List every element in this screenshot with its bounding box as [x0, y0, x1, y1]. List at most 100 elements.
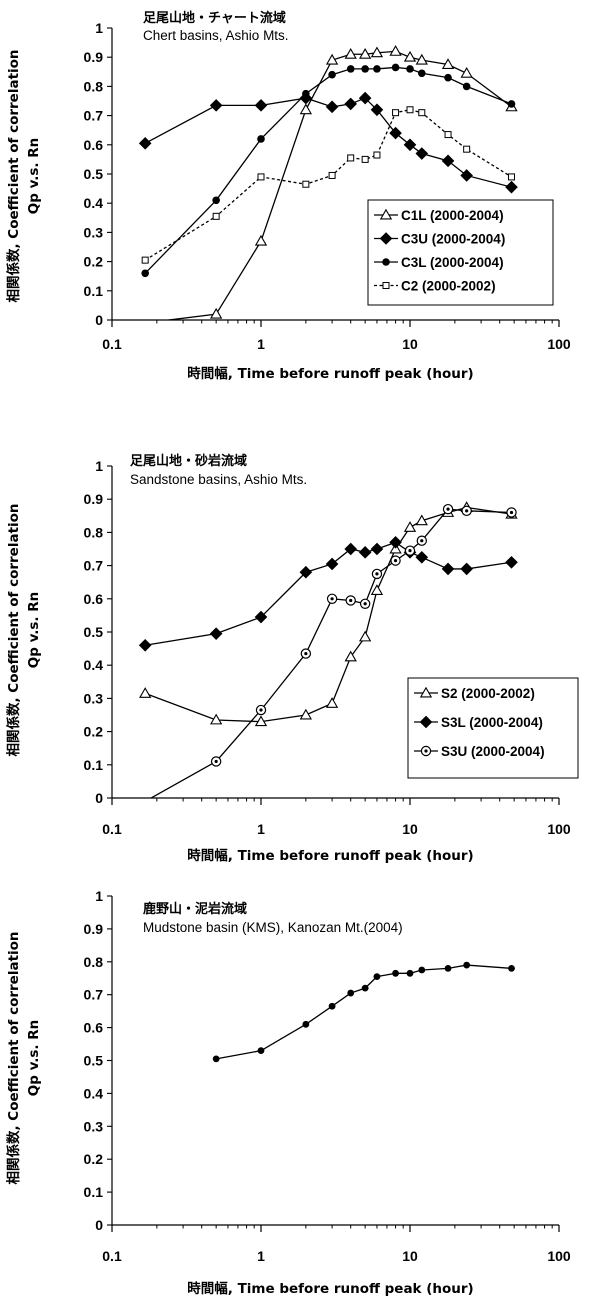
legend-label: S2 (2000-2002) — [441, 686, 535, 701]
y-tick-label: 0.3 — [84, 224, 104, 240]
data-point — [373, 65, 381, 73]
x-tick-label: 1 — [257, 821, 265, 837]
data-point — [254, 99, 268, 112]
series-line-4 — [144, 109, 512, 261]
data-point — [389, 536, 402, 549]
x-tick-label: 0.1 — [102, 1248, 122, 1264]
chart-title: 鹿野山・泥岩流域 — [143, 901, 247, 917]
legend-label: C2 (2000-2002) — [401, 279, 496, 294]
data-point — [299, 565, 313, 579]
data-point — [302, 89, 310, 98]
plot-area — [212, 961, 515, 1063]
data-point — [371, 568, 383, 580]
legend-label: C3L (2000-2004) — [401, 255, 504, 270]
data-point — [406, 106, 414, 114]
data-point — [138, 137, 152, 150]
data-point — [460, 562, 473, 576]
data-point — [361, 65, 369, 73]
y-axis-label: 相関係数, Coefficient of correlation — [5, 503, 22, 756]
y-axis-label: 相関係数, Coefficient of correlation — [5, 931, 22, 1184]
data-point — [358, 630, 372, 642]
x-tick-label: 10 — [402, 336, 418, 352]
data-point — [299, 91, 313, 105]
legend-marker — [419, 715, 433, 729]
legend-label: C3U (2000-2004) — [401, 232, 505, 247]
series-line-1 — [216, 964, 512, 1060]
data-point — [370, 584, 384, 595]
data-point — [373, 973, 381, 981]
data-point — [344, 650, 357, 662]
legend: C1L (2000-2004) C3U (2000-2004) C3L (2000-… — [367, 199, 554, 306]
data-point — [358, 47, 372, 59]
data-point — [403, 138, 417, 152]
data-point — [415, 53, 428, 65]
y-tick-label: 0.4 — [84, 1085, 104, 1101]
data-point — [417, 69, 426, 78]
series-line-1 — [163, 50, 512, 320]
data-point — [373, 151, 381, 159]
data-point — [299, 103, 313, 115]
data-point — [325, 53, 339, 65]
data-point — [328, 1002, 336, 1010]
y-tick-label: 1 — [95, 458, 103, 474]
y-tick-label: 0.4 — [84, 195, 104, 211]
legend: S2 (2000-2002) S3L (2000-2004) S3U (2000-2… — [407, 677, 579, 779]
chart-title: 足尾山地・チャート流域 — [143, 10, 286, 26]
data-point — [391, 63, 400, 72]
data-point — [444, 131, 452, 139]
x-axis-label: 時間幅, Time before runoff peak (hour) — [187, 365, 473, 382]
data-point — [463, 961, 471, 969]
data-point — [370, 103, 384, 117]
x-axis-label: 時間幅, Time before runoff peak (hour) — [187, 847, 473, 864]
y-tick-label: 0.7 — [84, 108, 104, 124]
y-tick-label: 0.2 — [84, 724, 104, 740]
y-tick-label: 0.7 — [84, 558, 104, 574]
y-tick-label: 0.4 — [84, 657, 104, 673]
y-tick-label: 0.2 — [84, 254, 104, 270]
data-point — [209, 713, 223, 725]
data-point — [415, 147, 429, 160]
data-point — [212, 196, 220, 205]
data-point — [406, 969, 414, 977]
data-point — [462, 82, 471, 91]
data-point — [507, 100, 516, 108]
y-tick-label: 0.9 — [84, 921, 104, 937]
data-point — [460, 169, 473, 182]
data-point — [403, 50, 417, 62]
data-point — [302, 1020, 310, 1028]
series-line-3 — [149, 508, 512, 798]
x-tick-label: 1 — [257, 1248, 265, 1264]
chart-panel-mudstone: 0 0.1 0.2 0.3 0.4 0.5 0.6 0.7 0.8 0.9 1 0.1 1 10 100 鹿野… — [0, 880, 590, 1301]
data-point — [302, 180, 310, 188]
data-point — [506, 507, 517, 518]
data-point — [444, 964, 452, 972]
data-point — [505, 180, 518, 194]
y-tick-label: 0.7 — [84, 987, 104, 1003]
y-tick-label: 0.6 — [84, 1020, 104, 1036]
data-point — [461, 505, 472, 517]
data-point — [138, 638, 152, 652]
data-point — [415, 550, 429, 564]
data-point — [390, 555, 401, 566]
data-point — [370, 542, 384, 556]
plot-area — [138, 45, 518, 320]
legend-label: S3U (2000-2004) — [441, 744, 545, 759]
y-tick-label: 0.8 — [84, 78, 104, 94]
y-tick-label: 0.9 — [84, 49, 104, 65]
x-tick-label: 0.1 — [102, 821, 122, 837]
data-point — [370, 46, 384, 58]
legend-marker — [382, 258, 390, 266]
y-axis-label-secondary: Qp v.s. Rn — [26, 592, 42, 669]
legend-box — [367, 199, 554, 306]
y-tick-label: 0.1 — [84, 1184, 104, 1200]
data-point — [325, 557, 339, 571]
data-point — [415, 514, 428, 526]
series-line-3 — [144, 66, 512, 274]
y-tick-label: 0.2 — [84, 1151, 104, 1167]
chart-panel-sandstone: 0 0.1 0.2 0.3 0.4 0.5 0.6 0.7 0.8 0.9 1 0.1 1 10 100 足尾… — [0, 440, 590, 872]
y-tick-label: 0 — [95, 1217, 103, 1233]
data-point — [441, 154, 455, 168]
y-tick-label: 0 — [95, 790, 103, 806]
y-tick-label: 1 — [95, 888, 103, 904]
